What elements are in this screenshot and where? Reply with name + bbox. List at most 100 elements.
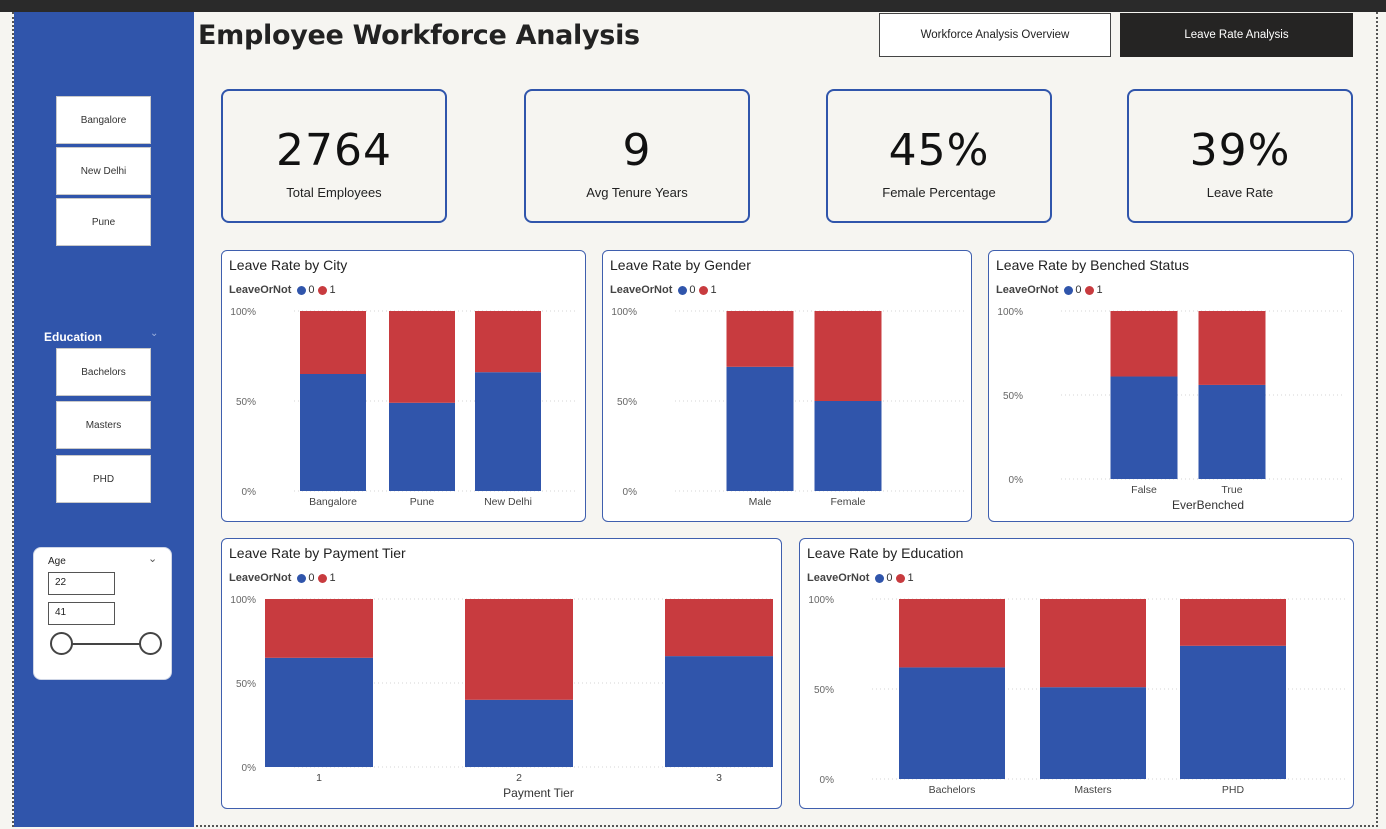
bar-segment-male-0[interactable] <box>726 366 794 491</box>
chart-svg: 0% 50% 100% Bachelors Masters PHD <box>808 595 1345 796</box>
bar-segment-1-0[interactable] <box>265 657 373 767</box>
legend-label: 0 <box>689 284 696 296</box>
kpi-label: Avg Tenure Years <box>586 185 688 200</box>
chevron-down-icon[interactable]: ⌄ <box>148 552 158 565</box>
nav-leave-rate-button[interactable]: Leave Rate Analysis <box>1120 13 1353 57</box>
canvas-frame <box>12 12 1378 827</box>
bar-segment-male-1[interactable] <box>726 311 794 367</box>
age-max-input[interactable]: 41 <box>48 602 115 625</box>
education-slicer-masters[interactable]: Masters <box>56 401 151 449</box>
bar-segment-false-0[interactable] <box>1110 376 1178 479</box>
chevron-down-icon[interactable]: ⌄ <box>150 328 159 339</box>
legend-label: 1 <box>329 284 336 296</box>
legend-item-0[interactable]: 0 <box>678 284 695 296</box>
bar-segment-new-delhi-0[interactable] <box>475 372 541 491</box>
age-min-input[interactable]: 22 <box>48 572 115 595</box>
y-tick-label: 50% <box>814 685 834 696</box>
bar-segment-bangalore-1[interactable] <box>300 311 366 374</box>
age-slicer: Age ⌄ 22 41 <box>33 547 172 680</box>
chart-svg: 0% 50% 100% 1 2 3 Payment Tier <box>230 595 773 800</box>
bar-segment-phd-1[interactable] <box>1180 599 1286 646</box>
legend-title: LeaveOrNot <box>229 572 292 584</box>
legend-item-1[interactable]: 1 <box>896 572 914 584</box>
bar-segment-pune-1[interactable] <box>389 311 455 403</box>
y-tick-label: 100% <box>808 595 834 606</box>
bar-segment-false-1[interactable] <box>1110 311 1178 377</box>
legend-item-0[interactable]: 0 <box>297 572 314 584</box>
age-slider-min-handle[interactable] <box>50 632 73 655</box>
x-tick-label: False <box>1131 484 1157 496</box>
kpi-card-avg-tenure: 9 Avg Tenure Years <box>524 89 750 223</box>
legend-label: 1 <box>329 572 336 584</box>
bar-segment-3-0[interactable] <box>665 656 773 767</box>
legend-item-1[interactable]: 1 <box>1085 284 1103 296</box>
education-slicer-phd[interactable]: PHD <box>56 455 151 503</box>
x-axis-title: Payment Tier <box>503 786 574 800</box>
chart-legend: LeaveOrNot 0 1 <box>996 284 1107 296</box>
legend-item-1[interactable]: 1 <box>318 284 336 296</box>
bar-segment-female-0[interactable] <box>814 401 882 491</box>
kpi-label: Total Employees <box>286 185 382 200</box>
x-tick-label: Male <box>749 496 772 508</box>
education-slicer-bachelors[interactable]: Bachelors <box>56 348 151 396</box>
chart-title: Leave Rate by Payment Tier <box>229 545 406 561</box>
bar-segment-pune-0[interactable] <box>389 402 455 491</box>
bar-segment-female-1[interactable] <box>814 311 882 401</box>
kpi-value: 45% <box>888 125 990 176</box>
bar-segment-bangalore-0[interactable] <box>300 374 366 491</box>
bar-segment-2-0[interactable] <box>465 699 573 767</box>
y-tick-label: 100% <box>230 307 256 318</box>
chart-svg: 0% 50% 100% Male Female <box>611 307 965 508</box>
nav-workforce-overview-button[interactable]: Workforce Analysis Overview <box>879 13 1111 57</box>
kpi-card-leave-rate: 39% Leave Rate <box>1127 89 1353 223</box>
bar-segment-phd-0[interactable] <box>1180 645 1286 779</box>
city-slicer-bangalore[interactable]: Bangalore <box>56 96 151 144</box>
bar-segment-true-1[interactable] <box>1198 311 1266 385</box>
legend-item-0[interactable]: 0 <box>297 284 314 296</box>
y-tick-label: 0% <box>242 763 257 774</box>
x-tick-label: Bangalore <box>309 496 357 508</box>
kpi-value: 9 <box>622 125 652 176</box>
x-tick-label: Pune <box>410 496 435 508</box>
bar-segment-2-1[interactable] <box>465 599 573 700</box>
legend-dot <box>297 285 307 295</box>
legend-dot <box>678 285 688 295</box>
bar-segment-new-delhi-1[interactable] <box>475 311 541 373</box>
y-tick-label: 0% <box>1009 475 1024 486</box>
x-tick-label: Bachelors <box>929 784 976 796</box>
bar-segment-masters-1[interactable] <box>1040 599 1146 688</box>
x-tick-label: Female <box>830 496 865 508</box>
legend-item-1[interactable]: 1 <box>318 572 336 584</box>
chart-legend: LeaveOrNot 0 1 <box>807 572 918 584</box>
bar-segment-bachelors-1[interactable] <box>899 599 1005 668</box>
kpi-label: Female Percentage <box>882 185 996 200</box>
city-slicer-new-delhi[interactable]: New Delhi <box>56 147 151 195</box>
x-axis-title: EverBenched <box>1172 498 1244 512</box>
legend-label: 1 <box>1096 284 1103 296</box>
chart-svg: 0% 50% 100% Bangalore Pune New Delhi <box>230 307 577 508</box>
bar-segment-bachelors-0[interactable] <box>899 667 1005 779</box>
legend-item-1[interactable]: 1 <box>699 284 717 296</box>
chart-leave-rate-by-education: Leave Rate by Education LeaveOrNot 0 1 0% 50… <box>799 538 1354 809</box>
legend-dot <box>318 573 328 583</box>
bar-segment-true-0[interactable] <box>1198 384 1266 479</box>
chart-legend: LeaveOrNot 0 1 <box>229 284 340 296</box>
bar-segment-1-1[interactable] <box>265 599 373 658</box>
legend-item-0[interactable]: 0 <box>1064 284 1081 296</box>
chart-legend: LeaveOrNot 0 1 <box>229 572 340 584</box>
bar-segment-3-1[interactable] <box>665 599 773 657</box>
legend-item-0[interactable]: 0 <box>875 572 892 584</box>
kpi-card-total-employees: 2764 Total Employees <box>221 89 447 223</box>
city-slicer-pune[interactable]: Pune <box>56 198 151 246</box>
legend-dot <box>318 285 328 295</box>
chart-title: Leave Rate by City <box>229 257 348 273</box>
legend-title: LeaveOrNot <box>996 284 1059 296</box>
age-slicer-label: Age <box>48 556 66 567</box>
legend-label: 0 <box>1075 284 1082 296</box>
x-tick-label: 3 <box>716 772 722 784</box>
bar-segment-masters-0[interactable] <box>1040 687 1146 779</box>
y-tick-label: 0% <box>820 775 835 786</box>
age-slider-max-handle[interactable] <box>139 632 162 655</box>
age-slider-track[interactable] <box>62 643 150 645</box>
y-tick-label: 50% <box>617 397 637 408</box>
